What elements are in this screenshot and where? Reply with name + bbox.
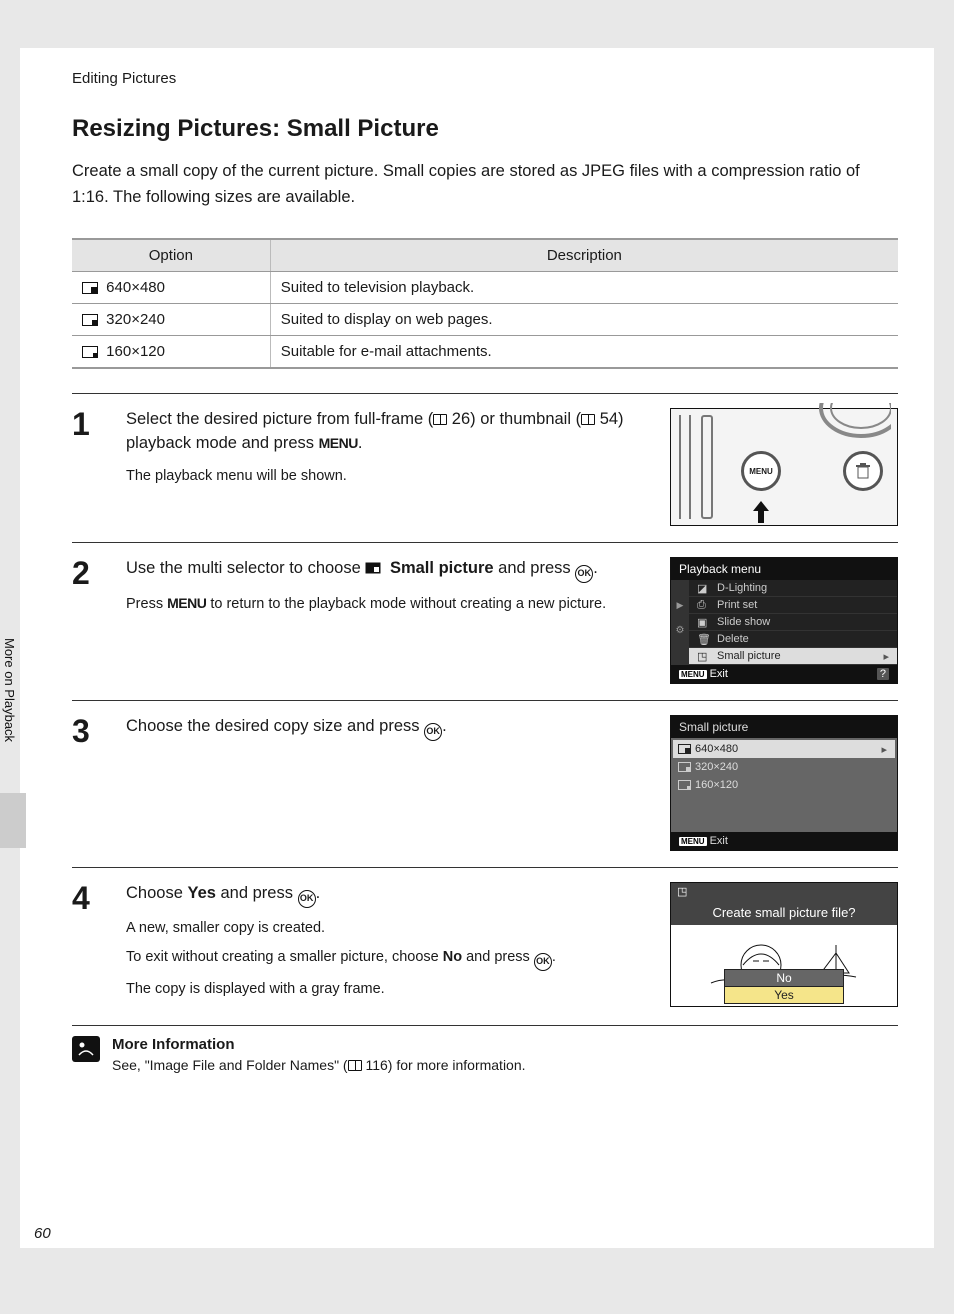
dlighting-icon: ◪: [697, 582, 707, 595]
step-title: Use the multi selector to choose Small p…: [126, 557, 652, 583]
step-number: 4: [72, 882, 108, 1009]
size-option-empty: [673, 794, 895, 812]
size-medium-icon: [678, 762, 691, 772]
help-icon: ?: [877, 668, 889, 680]
confirm-yes: Yes: [724, 987, 844, 1004]
note-icon: [72, 1036, 100, 1062]
small-picture-icon: [365, 562, 381, 574]
confirm-question: Create small picture file?: [671, 900, 897, 925]
menu-item-selected: ◳Small picture▸: [689, 648, 897, 665]
small-pic-badge-icon: ◳: [671, 883, 897, 900]
size-large-icon: [678, 744, 691, 754]
step-title: Choose the desired copy size and press O…: [126, 715, 652, 741]
step-number: 1: [72, 408, 108, 526]
menu-badge-icon: MENU: [679, 837, 707, 846]
small-picture-size-screen: Small picture 640×480▸ 320×240 160×120 M…: [670, 715, 898, 851]
size-option-empty: [673, 812, 895, 830]
opt-label: 320×240: [106, 311, 165, 328]
book-icon: [348, 1060, 362, 1071]
step-subtext: The playback menu will be shown.: [126, 466, 652, 488]
step-2: 2 Use the multi selector to choose Small…: [72, 542, 898, 700]
menu-item: ⎙Print set: [689, 597, 897, 614]
small-picture-icon: ◳: [697, 650, 707, 663]
lcd-title: Small picture: [671, 716, 897, 738]
confirm-no: No: [724, 969, 844, 987]
step-number: 3: [72, 715, 108, 851]
size-small-icon: [82, 346, 98, 358]
slideshow-icon: ▣: [697, 616, 707, 629]
book-icon: [433, 414, 447, 425]
side-tab: [0, 793, 26, 848]
breadcrumb: Editing Pictures: [72, 70, 898, 87]
step-3: 3 Choose the desired copy size and press…: [72, 700, 898, 867]
lcd-footer: MENUExit ?: [671, 665, 897, 683]
col-description: Description: [270, 239, 898, 272]
step-title: Choose Yes and press OK.: [126, 882, 652, 908]
menu-text-icon: MENU: [319, 435, 358, 451]
trash-button-icon: [843, 451, 883, 491]
side-section-label: More on Playback: [2, 638, 17, 742]
lcd-title: Playback menu: [671, 558, 897, 580]
size-large-icon: [82, 282, 98, 294]
ok-button-icon: OK: [298, 890, 316, 908]
play-tab-icon: ▶: [677, 600, 684, 611]
opt-desc: Suited to display on web pages.: [270, 304, 898, 336]
table-row: 160×120 Suitable for e-mail attachments.: [72, 336, 898, 369]
more-info-text: See, "Image File and Folder Names" ( 116…: [112, 1057, 898, 1073]
menu-item: ◪D-Lighting: [689, 580, 897, 597]
opt-desc: Suited to television playback.: [270, 272, 898, 304]
page-number: 60: [34, 1225, 51, 1242]
preview-image: No Yes: [671, 925, 897, 1006]
dial-icon: [801, 403, 891, 463]
step-number: 2: [72, 557, 108, 684]
playback-menu-screen: Playback menu ▶ ⚙ ◪D-Lighting ⎙Print set…: [670, 557, 898, 684]
size-option: 160×120: [673, 776, 895, 794]
confirm-dialog-screen: ◳ Create small picture file?: [670, 882, 898, 1007]
more-info-title: More Information: [112, 1036, 898, 1053]
menu-item: ▣Slide show: [689, 614, 897, 631]
setup-tab-icon: ⚙: [676, 625, 685, 636]
intro-text: Create a small copy of the current pictu…: [72, 159, 898, 210]
step-subtext: The copy is displayed with a gray frame.: [126, 979, 652, 1001]
size-options-table: Option Description 640×480 Suited to tel…: [72, 238, 898, 369]
opt-label: 640×480: [106, 279, 165, 296]
lcd-footer: MENUExit: [671, 832, 897, 850]
size-option: 320×240: [673, 758, 895, 776]
manual-page: More on Playback Editing Pictures Resizi…: [20, 48, 934, 1248]
opt-label: 160×120: [106, 343, 165, 360]
size-option-selected: 640×480▸: [673, 740, 895, 758]
step-subtext: Press MENU to return to the playback mod…: [126, 593, 652, 616]
more-information-note: More Information See, "Image File and Fo…: [72, 1025, 898, 1073]
size-medium-icon: [82, 314, 98, 326]
step-1: 1 Select the desired picture from full-f…: [72, 393, 898, 542]
table-row: 320×240 Suited to display on web pages.: [72, 304, 898, 336]
book-icon: [581, 414, 595, 425]
ok-button-icon: OK: [424, 723, 442, 741]
menu-item: 🗑Delete: [689, 631, 897, 648]
ok-button-icon: OK: [575, 565, 593, 583]
camera-back-illustration: MENU: [670, 408, 898, 526]
step-subtext: A new, smaller copy is created.: [126, 918, 652, 940]
menu-button-icon: MENU: [741, 451, 781, 491]
col-option: Option: [72, 239, 270, 272]
delete-icon: 🗑: [697, 633, 711, 646]
step-title: Select the desired picture from full-fra…: [126, 408, 652, 456]
arrow-up-icon: [753, 501, 769, 523]
step-subtext: To exit without creating a smaller pictu…: [126, 947, 652, 971]
print-icon: ⎙: [697, 599, 706, 612]
table-row: 640×480 Suited to television playback.: [72, 272, 898, 304]
page-title: Resizing Pictures: Small Picture: [72, 115, 898, 143]
ok-button-icon: OK: [534, 953, 552, 971]
opt-desc: Suitable for e-mail attachments.: [270, 336, 898, 369]
menu-badge-icon: MENU: [679, 670, 707, 679]
step-4: 4 Choose Yes and press OK. A new, smalle…: [72, 867, 898, 1025]
size-small-icon: [678, 780, 691, 790]
menu-text-icon: MENU: [167, 595, 206, 611]
